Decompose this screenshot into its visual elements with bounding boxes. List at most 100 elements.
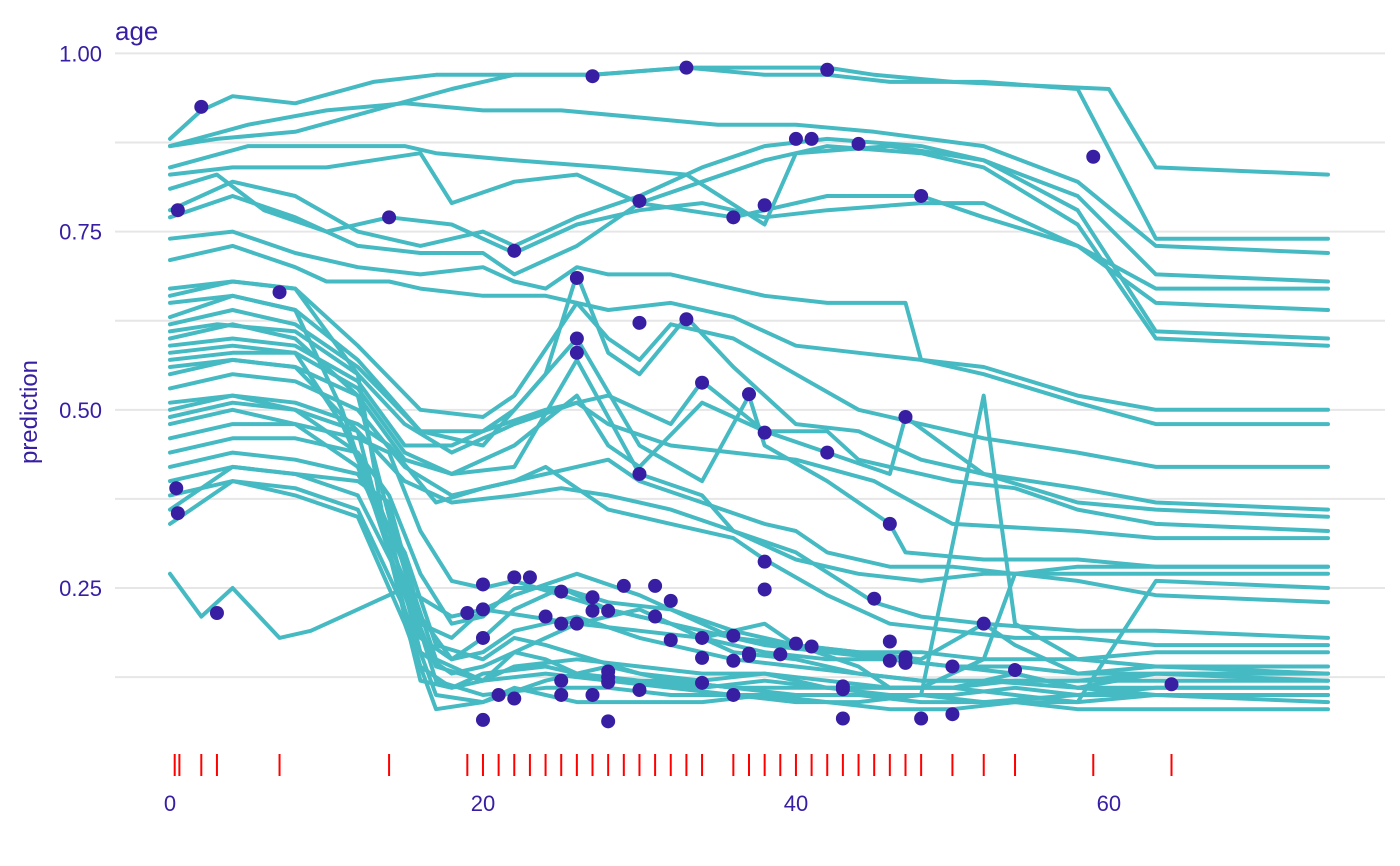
- profile-line: [168, 151, 1330, 291]
- observation-point: [882, 516, 897, 531]
- observation-point: [726, 653, 741, 668]
- observation-point: [757, 582, 772, 597]
- observation-point: [554, 616, 569, 631]
- observation-point: [170, 203, 185, 218]
- observation-point: [601, 603, 616, 618]
- observation-point: [585, 687, 600, 702]
- y-axis-ticks: 0.25 0.50 0.75 1.00: [59, 41, 102, 601]
- chart-title: age: [115, 16, 158, 46]
- observation-point: [914, 711, 929, 726]
- profile-line: [168, 343, 1330, 676]
- observation-point: [170, 506, 185, 521]
- x-tick-label: 20: [471, 791, 495, 816]
- observation-point: [601, 714, 616, 729]
- profile-line: [168, 293, 1330, 690]
- observation-point: [554, 673, 569, 688]
- profile-line: [168, 172, 1330, 312]
- observation-point: [898, 655, 913, 670]
- observation-point: [788, 636, 803, 651]
- observation-point: [648, 609, 663, 624]
- profile-line: [168, 393, 1330, 605]
- observation-point: [616, 578, 631, 593]
- observation-point: [1164, 677, 1179, 692]
- profile-lines: [168, 65, 1330, 712]
- observation-point: [695, 375, 710, 390]
- observation-point: [663, 633, 678, 648]
- observation-point: [820, 445, 835, 460]
- observation-point: [976, 616, 991, 631]
- observation-point: [835, 711, 850, 726]
- profile-line: [168, 279, 1330, 469]
- observation-point: [663, 593, 678, 608]
- x-tick-label: 0: [164, 791, 176, 816]
- profile-line: [168, 65, 1330, 177]
- observation-point: [460, 605, 475, 620]
- x-axis-ticks: 0 20 40 60: [164, 791, 1121, 816]
- observation-point: [475, 630, 490, 645]
- observation-point: [804, 639, 819, 654]
- observation-point: [742, 648, 756, 663]
- profile-line: [168, 101, 1330, 255]
- observation-point: [757, 554, 772, 569]
- observation-point: [742, 387, 756, 402]
- observation-point: [632, 315, 647, 330]
- observation-point: [1008, 663, 1023, 678]
- rug-marks: [173, 754, 1173, 776]
- observation-point: [835, 682, 850, 697]
- observation-point: [554, 584, 569, 599]
- observation-point: [585, 603, 600, 618]
- observation-point: [695, 630, 710, 645]
- profile-line: [168, 243, 1330, 427]
- profile-line: [168, 336, 1330, 569]
- observation-point: [820, 62, 835, 77]
- observation-point: [632, 193, 647, 208]
- profile-line: [168, 422, 1330, 669]
- observation-point: [585, 590, 600, 605]
- observation-point: [804, 131, 819, 146]
- observation-point: [569, 616, 584, 631]
- observation-point: [522, 570, 537, 585]
- profile-line: [168, 393, 1330, 705]
- observation-point: [475, 712, 490, 727]
- observation-point: [867, 591, 882, 606]
- observation-point: [272, 285, 287, 300]
- observation-point: [475, 602, 490, 617]
- observation-point: [569, 345, 584, 360]
- observation-point: [679, 60, 694, 75]
- observation-point: [882, 653, 897, 668]
- y-tick-label: 0.50: [59, 398, 102, 423]
- observation-point: [882, 634, 897, 649]
- observation-point: [507, 243, 522, 258]
- observation-point: [507, 570, 522, 585]
- observation-point: [169, 481, 184, 496]
- observation-points: [169, 60, 1179, 729]
- observation-point: [726, 687, 741, 702]
- observation-point: [695, 675, 710, 690]
- observation-point: [491, 687, 506, 702]
- observation-point: [475, 577, 490, 592]
- y-tick-label: 0.75: [59, 220, 102, 245]
- observation-point: [585, 69, 600, 84]
- observation-point: [773, 647, 788, 662]
- observation-point: [601, 675, 616, 690]
- y-tick-label: 0.25: [59, 576, 102, 601]
- observation-point: [695, 650, 710, 665]
- observation-point: [569, 270, 584, 285]
- observation-point: [632, 682, 647, 697]
- observation-point: [945, 707, 960, 722]
- observation-point: [726, 210, 741, 225]
- x-tick-label: 60: [1097, 791, 1121, 816]
- y-tick-label: 1.00: [59, 41, 102, 66]
- observation-point: [726, 628, 741, 643]
- observation-point: [851, 136, 866, 151]
- observation-point: [209, 605, 224, 620]
- observation-point: [757, 425, 772, 440]
- x-tick-label: 40: [784, 791, 808, 816]
- observation-point: [648, 578, 663, 593]
- observation-point: [788, 131, 803, 146]
- profile-line: [168, 322, 1330, 541]
- profile-line: [168, 229, 1330, 412]
- observation-point: [538, 609, 553, 624]
- observation-point: [569, 331, 584, 346]
